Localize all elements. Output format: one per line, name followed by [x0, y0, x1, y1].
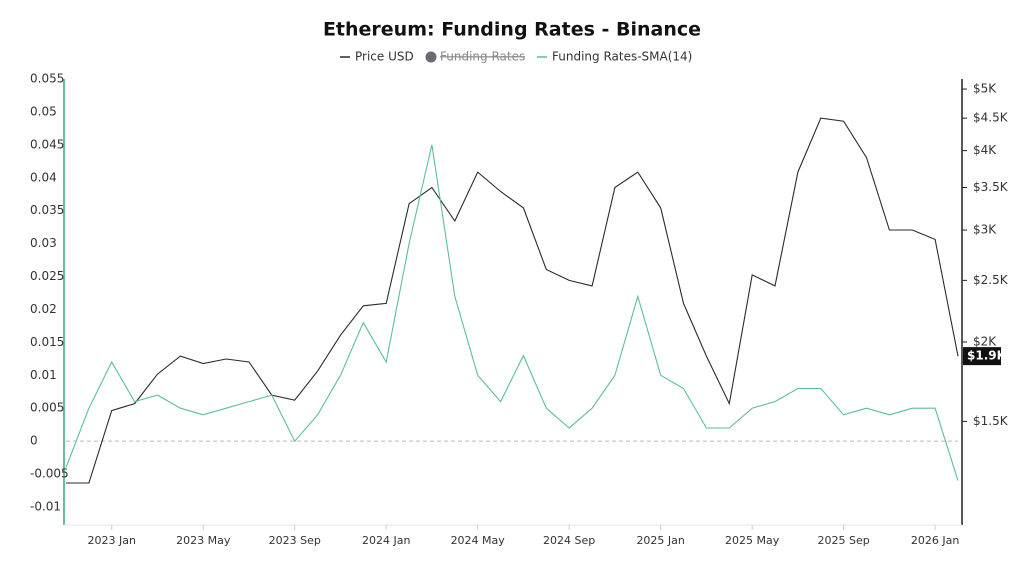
x-tick-label: 2023 Sep: [269, 534, 321, 547]
x-tick-label: 2026 Jan: [911, 534, 959, 547]
y2-tick-label: $3.5K: [973, 180, 1009, 194]
last-value-label: $1.9K: [967, 349, 1007, 363]
y2-tick-label: $4K: [973, 143, 997, 157]
y-tick-label: 0.02: [30, 302, 57, 316]
y-tick-label: 0: [30, 434, 38, 448]
y2-tick-label: $1.5K: [973, 414, 1009, 428]
series-line: [66, 117, 959, 484]
x-tick-label: 2025 Jan: [636, 534, 684, 547]
y-tick-label: 0.025: [30, 269, 64, 283]
y-tick-label: -0.005: [30, 467, 69, 481]
x-tick-label: 2025 May: [725, 534, 780, 547]
y-tick-label: -0.01: [30, 500, 61, 514]
y-tick-label: 0.055: [30, 72, 64, 86]
y2-tick-label: $4.5K: [973, 111, 1009, 125]
x-tick-label: 2023 May: [176, 534, 231, 547]
legend-label[interactable]: Price USD: [355, 50, 414, 64]
y-tick-label: 0.015: [30, 335, 64, 349]
x-tick-label: 2024 Jan: [362, 534, 410, 547]
y-tick-label: 0.005: [30, 401, 64, 415]
x-tick-label: 2024 Sep: [543, 534, 595, 547]
y2-tick-label: $3K: [973, 223, 997, 237]
last-value-box: [963, 347, 1001, 366]
legend-label[interactable]: Funding Rates: [440, 50, 525, 64]
y-tick-label: 0.01: [30, 368, 57, 382]
y2-tick-label: $2.5K: [973, 273, 1009, 287]
series-line: [65, 144, 959, 481]
x-tick-label: 2024 May: [451, 534, 506, 547]
y-tick-label: 0.04: [30, 170, 57, 184]
x-tick-label: 2025 Sep: [818, 534, 870, 547]
y-tick-label: 0.05: [30, 104, 57, 118]
legend-label[interactable]: Funding Rates-SMA(14): [552, 50, 692, 64]
y-tick-label: 0.03: [30, 236, 57, 250]
x-tick-label: 2023 Jan: [88, 534, 136, 547]
y-tick-label: 0.045: [30, 137, 64, 151]
legend-marker: [425, 51, 437, 63]
y2-tick-label: $5K: [973, 82, 997, 96]
chart-title: Ethereum: Funding Rates - Binance: [323, 19, 701, 41]
y-tick-label: 0.035: [30, 203, 64, 217]
y2-tick-label: $2K: [973, 334, 997, 348]
